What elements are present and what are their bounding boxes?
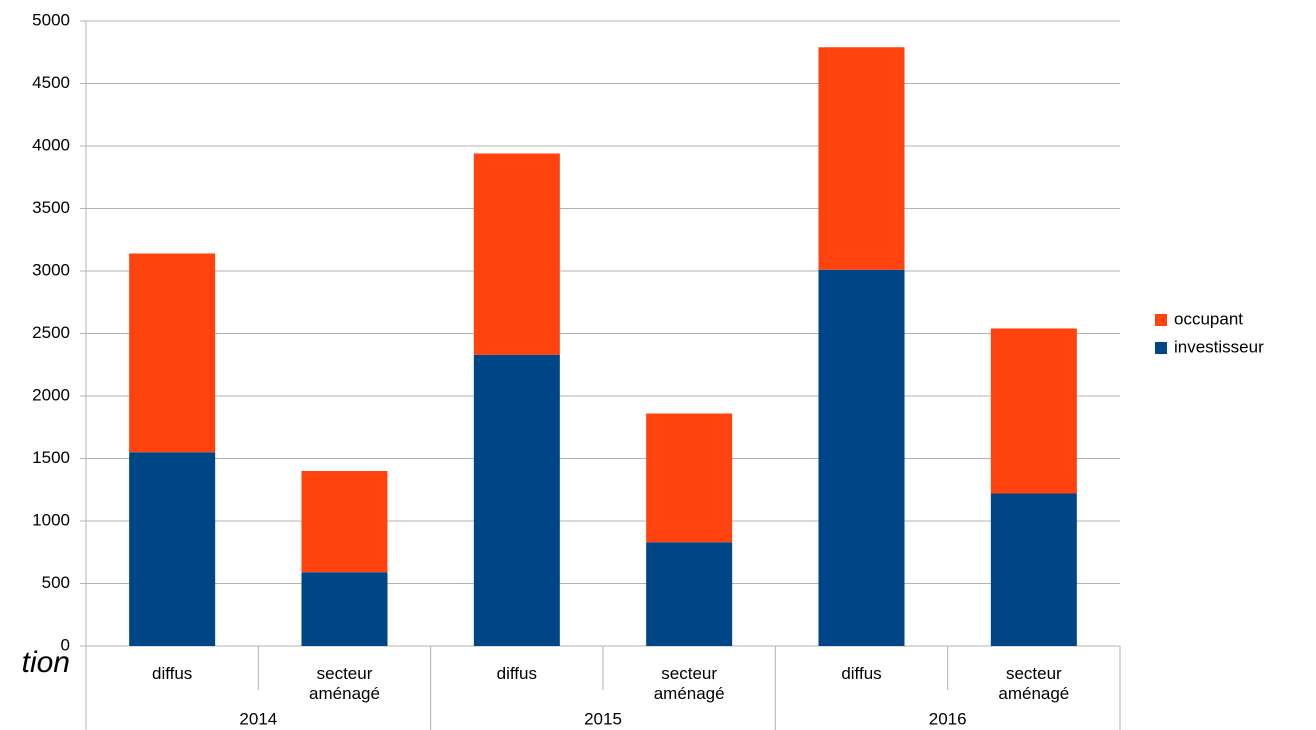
legend-label: occupant (1174, 309, 1243, 328)
y-tick-label: 0 (61, 635, 70, 654)
bar-segment (646, 413, 733, 543)
y-tick-label: 4500 (32, 73, 70, 92)
y-tick-label: 3500 (32, 198, 70, 217)
annotation: tion (22, 646, 70, 679)
y-tick-label: 2000 (32, 385, 70, 404)
bar-segment (818, 47, 905, 270)
bar-segment (129, 253, 216, 453)
y-tick-label: 5000 (32, 10, 70, 29)
x-tick-label: diffus (841, 664, 882, 683)
x-tick-label: secteur aménagé (998, 664, 1070, 703)
y-tick-label: 3000 (32, 260, 70, 279)
bar-segment (301, 471, 388, 573)
y-tick-label: 1500 (32, 448, 70, 467)
legend-swatch (1155, 342, 1167, 354)
group-label: 2016 (929, 709, 967, 728)
bar-segment (990, 493, 1077, 646)
y-tick-label: 4000 (32, 135, 70, 154)
y-tick-label: 500 (42, 573, 70, 592)
bar-segment (473, 354, 560, 646)
legend-swatch (1155, 314, 1167, 326)
bar-segment (301, 572, 388, 646)
x-tick-label: secteur aménagé (653, 664, 725, 703)
y-tick-label: 1000 (32, 510, 70, 529)
x-tick-label: diffus (496, 664, 537, 683)
bar-segment (818, 269, 905, 646)
group-label: 2015 (584, 709, 622, 728)
y-tick-label: 2500 (32, 323, 70, 342)
bar-segment (990, 328, 1077, 494)
legend-label: investisseur (1174, 337, 1264, 356)
bar-segment (473, 153, 560, 355)
x-tick-label: secteur aménagé (309, 664, 380, 703)
bar-segment (646, 542, 733, 646)
group-label: 2014 (239, 709, 277, 728)
bar-segment (129, 452, 216, 646)
x-tick-label: diffus (151, 664, 193, 683)
